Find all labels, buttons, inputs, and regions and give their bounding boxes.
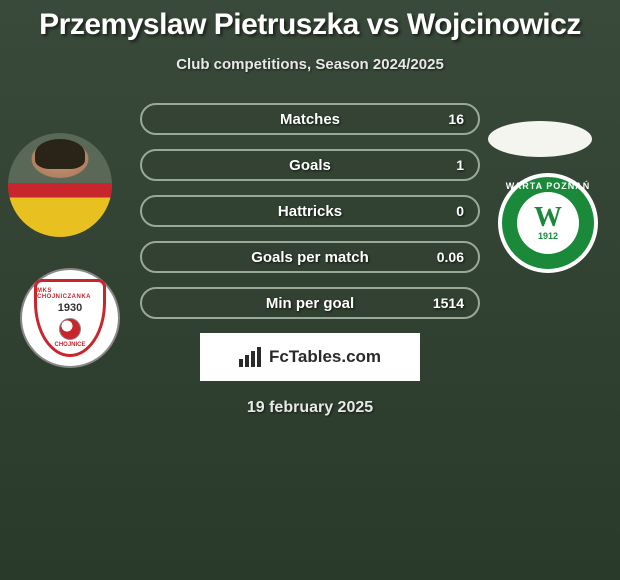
date-label: 19 february 2025 [0, 399, 620, 417]
club-right-letter: W [534, 205, 562, 230]
stat-label: Hattricks [278, 203, 342, 220]
brand-label: FcTables.com [269, 347, 381, 367]
brand-box[interactable]: FcTables.com [200, 333, 420, 381]
stat-right-value: 1 [456, 157, 464, 173]
stat-label: Matches [280, 111, 340, 128]
page-title: Przemyslaw Pietruszka vs Wojcinowicz [0, 0, 620, 42]
stat-right-value: 0.06 [437, 249, 464, 265]
club-badge-left: MKS CHOJNICZANKA 1930 CHOJNICE [20, 268, 120, 368]
club-left-year: 1930 [58, 302, 82, 314]
subtitle: Club competitions, Season 2024/2025 [0, 56, 620, 73]
stat-row-goals-per-match: Goals per match 0.06 [140, 241, 480, 273]
stat-label: Goals [289, 157, 331, 174]
stat-row-min-per-goal: Min per goal 1514 [140, 287, 480, 319]
stats-list: Matches 16 Goals 1 Hattricks 0 Goals per… [140, 103, 480, 319]
club-right-year: 1912 [538, 231, 558, 241]
club-right-name: WARTA POZNAŃ [502, 181, 594, 191]
stat-row-matches: Matches 16 [140, 103, 480, 135]
stat-row-goals: Goals 1 [140, 149, 480, 181]
ball-icon [59, 318, 81, 340]
stat-right-value: 16 [448, 111, 464, 127]
stat-label: Min per goal [266, 295, 354, 312]
club-left-name: MKS CHOJNICZANKA [37, 288, 103, 300]
chart-icon [239, 347, 263, 367]
player-left-avatar [8, 133, 112, 237]
club-badge-right: WARTA POZNAŃ W 1912 [498, 173, 598, 273]
stat-label: Goals per match [251, 249, 369, 266]
stat-row-hattricks: Hattricks 0 [140, 195, 480, 227]
stat-right-value: 0 [456, 203, 464, 219]
club-left-city: CHOJNICE [54, 342, 85, 348]
player-right-placeholder [488, 121, 592, 157]
stat-right-value: 1514 [433, 295, 464, 311]
comparison-content: MKS CHOJNICZANKA 1930 CHOJNICE WARTA POZ… [0, 103, 620, 417]
